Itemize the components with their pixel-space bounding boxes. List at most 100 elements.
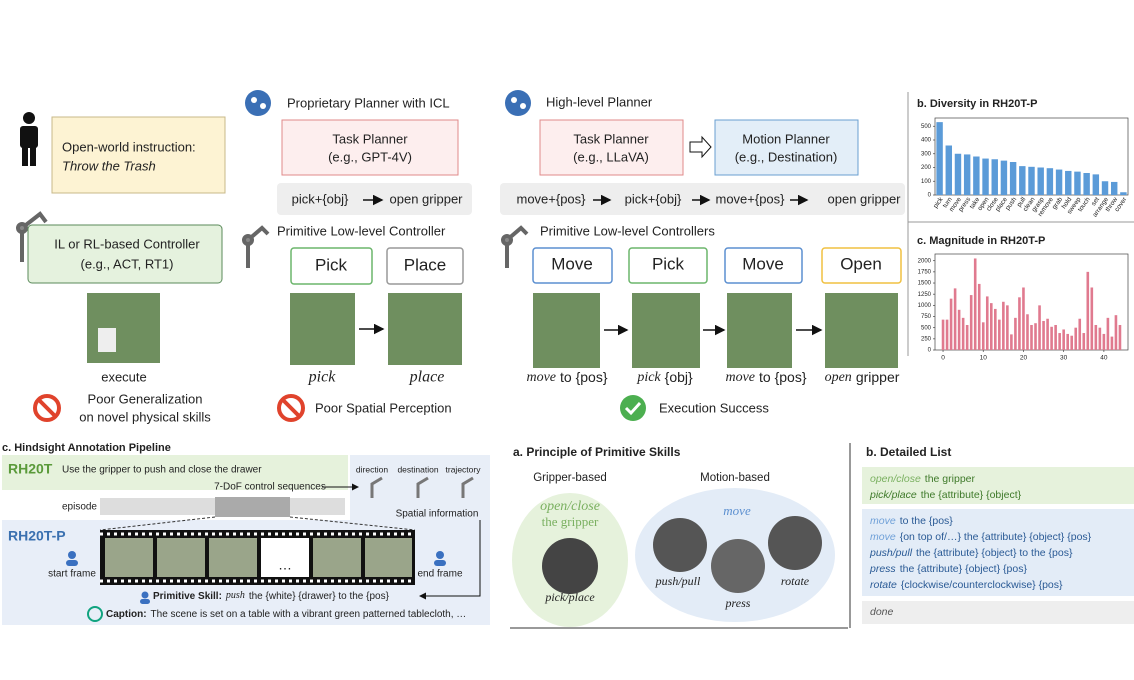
category-label: Motion-based bbox=[700, 472, 770, 484]
robot-icon bbox=[242, 225, 270, 268]
plan-step: open gripper bbox=[828, 191, 902, 206]
success-icon bbox=[620, 395, 646, 421]
bar bbox=[1055, 169, 1063, 195]
bar bbox=[1014, 317, 1017, 350]
bar bbox=[981, 322, 985, 350]
list-item-part: {clockwise/counterclockwise} {pos} bbox=[901, 579, 1063, 591]
skill-label: push/pull bbox=[655, 574, 701, 588]
x-tick-label: 30 bbox=[1060, 355, 1068, 362]
episode-label: episode bbox=[62, 502, 97, 513]
skill-box bbox=[532, 247, 613, 284]
failure-text: Poor Generalization bbox=[88, 391, 203, 406]
planner-example: (e.g., LLaVA) bbox=[573, 149, 649, 164]
bar bbox=[1094, 324, 1098, 350]
y-tick-label: 100 bbox=[921, 179, 932, 185]
bar bbox=[973, 258, 977, 350]
skill-box bbox=[821, 247, 902, 284]
bar bbox=[1090, 287, 1094, 350]
list-item-part: rotate bbox=[870, 579, 897, 591]
bar bbox=[1018, 297, 1021, 350]
y-tick-label: 1750 bbox=[918, 269, 932, 275]
category-label: Gripper-based bbox=[533, 472, 607, 484]
bar bbox=[1000, 160, 1008, 195]
bar bbox=[998, 319, 1001, 350]
ellipsis: … bbox=[278, 557, 292, 573]
x-tick-label: 10 bbox=[980, 355, 988, 362]
bar bbox=[1066, 333, 1069, 350]
list-item-part: pick/place bbox=[869, 489, 917, 501]
brain-icon bbox=[245, 90, 271, 116]
skill-box bbox=[724, 247, 803, 284]
planner-title: Motion Planner bbox=[742, 131, 830, 146]
person-icon bbox=[66, 551, 446, 604]
failure-text: on novel physical skills bbox=[79, 409, 211, 424]
episode-segment bbox=[215, 497, 290, 517]
task-planner-box bbox=[281, 119, 459, 176]
bar bbox=[969, 295, 973, 350]
skill-name: Pick bbox=[652, 254, 685, 273]
robot-icon bbox=[370, 476, 474, 498]
list-item: move {on top of/…} the {attribute} {objec… bbox=[870, 531, 1092, 543]
bar bbox=[1006, 305, 1009, 350]
list-item: rotate {clockwise/counterclockwise} {pos} bbox=[870, 579, 1063, 591]
image-caption: open gripper bbox=[825, 369, 900, 386]
primitive-skill-part: the {white} {drawer} to the {pos} bbox=[249, 591, 390, 602]
failure-text: Poor Spatial Perception bbox=[315, 400, 452, 415]
list-item-part: done bbox=[870, 606, 894, 618]
primitive-skill-part: Primitive Skill: bbox=[153, 591, 222, 602]
bar bbox=[1019, 166, 1026, 195]
skill-box bbox=[628, 247, 708, 284]
bar bbox=[1092, 174, 1100, 195]
bar bbox=[949, 298, 953, 350]
zoom-line bbox=[289, 516, 416, 531]
skill-label: press bbox=[725, 596, 751, 610]
bar bbox=[1118, 324, 1122, 350]
bar bbox=[941, 319, 945, 350]
bar bbox=[965, 324, 969, 350]
bar bbox=[1078, 318, 1082, 350]
image-caption-part: gripper bbox=[856, 369, 900, 385]
dataset-name: RH20T-P bbox=[8, 528, 66, 544]
bar bbox=[1106, 317, 1110, 350]
robot-image bbox=[632, 293, 700, 368]
y-tick-label: 200 bbox=[921, 165, 932, 171]
list-item-part: move bbox=[870, 515, 896, 527]
bar bbox=[1034, 323, 1037, 350]
section-title: c. Hindsight Annotation Pipeline bbox=[2, 442, 171, 454]
robot-icon bbox=[16, 211, 48, 262]
y-tick-label: 0 bbox=[928, 348, 932, 354]
bar bbox=[1010, 334, 1013, 350]
bar bbox=[1028, 166, 1035, 195]
bar bbox=[1058, 333, 1061, 350]
dataset-name: RH20T bbox=[8, 461, 53, 477]
bar bbox=[1065, 170, 1072, 195]
image-caption-part: to {pos} bbox=[560, 369, 608, 385]
bar bbox=[1110, 336, 1114, 350]
bar bbox=[1070, 335, 1074, 350]
y-tick-label: 300 bbox=[921, 151, 932, 157]
y-tick-label: 400 bbox=[921, 138, 932, 144]
spatial-label: Spatial information bbox=[396, 509, 479, 520]
bar bbox=[945, 145, 953, 195]
robot-image bbox=[87, 293, 160, 363]
bar bbox=[1083, 173, 1090, 195]
list-item-part: the {attribute} {object} bbox=[921, 489, 1022, 501]
task-planner-box bbox=[539, 119, 684, 176]
film-frames bbox=[105, 538, 412, 577]
robot-image bbox=[727, 293, 792, 368]
bar bbox=[1102, 333, 1106, 350]
motion-planner-box bbox=[714, 119, 859, 176]
control-label: 7-DoF control sequences bbox=[214, 482, 326, 493]
bar bbox=[977, 283, 981, 350]
spatial-label: direction bbox=[356, 464, 388, 474]
list-item-part: push/pull bbox=[869, 547, 913, 559]
bar bbox=[1050, 326, 1053, 350]
gpt-icon bbox=[87, 606, 103, 622]
skill-image bbox=[653, 518, 707, 572]
bar bbox=[973, 156, 980, 195]
bar bbox=[994, 308, 997, 350]
y-tick-label: 500 bbox=[921, 124, 932, 130]
plan-step: move+{pos} bbox=[715, 191, 785, 206]
robot-image bbox=[533, 293, 600, 368]
image-caption-part: pick bbox=[636, 370, 661, 385]
